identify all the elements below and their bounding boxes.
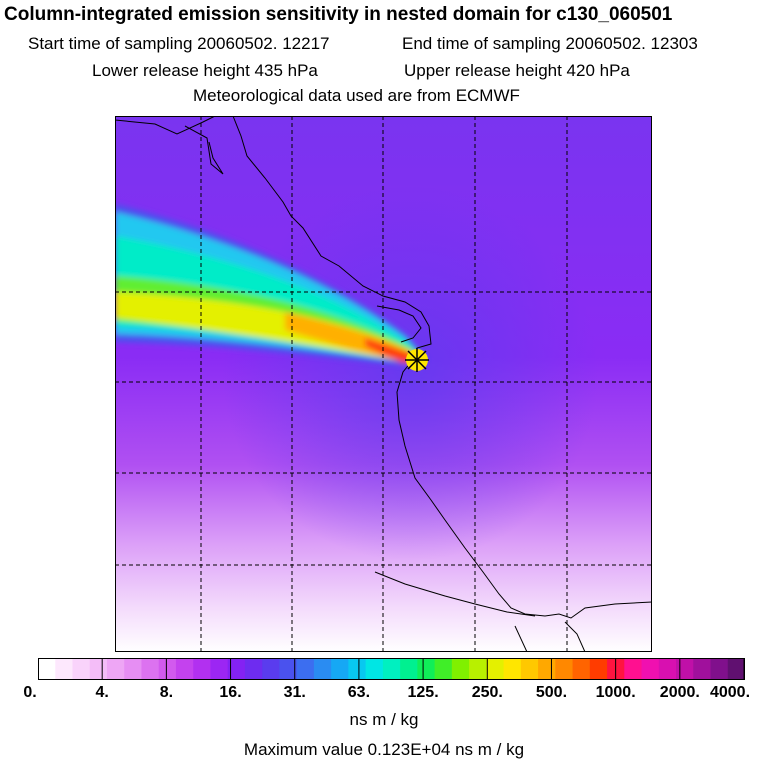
colorbar-swatch xyxy=(262,658,280,680)
release-location-marker xyxy=(405,348,429,372)
colorbar-swatch xyxy=(244,658,263,680)
colorbar-swatch xyxy=(124,658,142,680)
maximum-value-label: Maximum value 0.123E+04 ns m / kg xyxy=(243,740,525,759)
colorbar-swatch xyxy=(365,658,384,680)
colorbar-tick-label: 500. xyxy=(535,684,568,701)
colorbar-frame xyxy=(38,658,745,680)
coastline-island xyxy=(184,125,224,175)
colorbar-swatch xyxy=(624,658,643,680)
colorbar-swatch xyxy=(710,658,729,680)
upper-release-label: Upper release height 420 hPa xyxy=(404,61,630,80)
colorbar-tick-label: 4. xyxy=(95,684,109,701)
colorbar-swatch xyxy=(72,658,91,680)
colorbar-swatch xyxy=(331,658,349,680)
colorbar-tick-label: 0. xyxy=(23,684,37,701)
coastline-north xyxy=(115,116,216,135)
coastlines xyxy=(115,116,652,652)
colorbar-swatch xyxy=(469,658,487,680)
colorbar-swatch xyxy=(89,658,108,680)
colorbar-swatch xyxy=(693,658,712,680)
colorbar-swatch xyxy=(38,658,56,680)
colorbar-swatch xyxy=(193,658,211,680)
colorbar-swatch xyxy=(503,658,522,680)
graticule xyxy=(115,116,652,652)
colorbar-swatch xyxy=(55,658,73,680)
colorbar-swatch xyxy=(520,658,539,680)
colorbar-swatch xyxy=(676,658,694,680)
colorbar-swatch xyxy=(313,658,332,680)
colorbar-swatch xyxy=(572,658,591,680)
colorbar-tick-label: 63. xyxy=(347,684,371,701)
colorbar-tick-label: 8. xyxy=(159,684,174,701)
colorbar-swatch xyxy=(486,658,505,680)
color-scale-bar xyxy=(38,658,745,680)
colorbar-tick-label: 16. xyxy=(219,684,242,701)
colorbar-swatch xyxy=(451,658,470,680)
lower-release-label: Lower release height 435 hPa xyxy=(92,61,318,80)
colorbar-swatch xyxy=(589,658,608,680)
colorbar-swatch xyxy=(400,658,418,680)
met-data-label: Meteorological data used are from ECMWF xyxy=(193,86,520,105)
colorbar-swatch xyxy=(210,658,229,680)
colorbar-swatch xyxy=(727,658,745,680)
map-frame xyxy=(115,116,652,652)
coastline-cape xyxy=(514,625,528,652)
colorbar-tick-label: 250. xyxy=(471,684,503,701)
coastline-mainland xyxy=(232,116,652,619)
colorbar-swatch xyxy=(417,658,436,680)
colorbar-swatch xyxy=(227,658,246,680)
plot-title: Column-integrated emission sensitivity i… xyxy=(4,4,673,25)
colorbar-tick-label: 2000. xyxy=(659,684,700,701)
colorbar-tick-label: 4000. xyxy=(709,684,751,701)
colorbar-swatch xyxy=(175,658,194,680)
sensitivity-map xyxy=(115,116,652,652)
colorbar-swatch xyxy=(658,658,677,680)
coastline-sound xyxy=(376,305,422,343)
colorbar-swatch xyxy=(279,658,298,680)
colorbar-swatch xyxy=(538,658,556,680)
colorbar-tick-label: 1000. xyxy=(595,684,636,701)
end-time-label: End time of sampling 20060502. 12303 xyxy=(402,34,698,53)
start-time-label: Start time of sampling 20060502. 12217 xyxy=(28,34,330,53)
coastline-baja xyxy=(564,621,586,652)
colorbar-swatch xyxy=(158,658,177,680)
colorbar-swatch xyxy=(555,658,574,680)
colorbar-tick-label: 125. xyxy=(407,684,439,701)
colorbar-swatch xyxy=(641,658,660,680)
colorbar-swatch xyxy=(106,658,125,680)
colorbar-swatch xyxy=(434,658,453,680)
colorbar-swatch xyxy=(382,658,401,680)
border-us-mex xyxy=(374,571,536,617)
colorbar-tick-label: 31. xyxy=(283,684,306,701)
colorbar-unit-label: ns m / kg xyxy=(349,710,419,729)
colorbar-swatch xyxy=(141,658,160,680)
colorbar-swatch xyxy=(296,658,315,680)
colorbar-swatch xyxy=(348,658,367,680)
